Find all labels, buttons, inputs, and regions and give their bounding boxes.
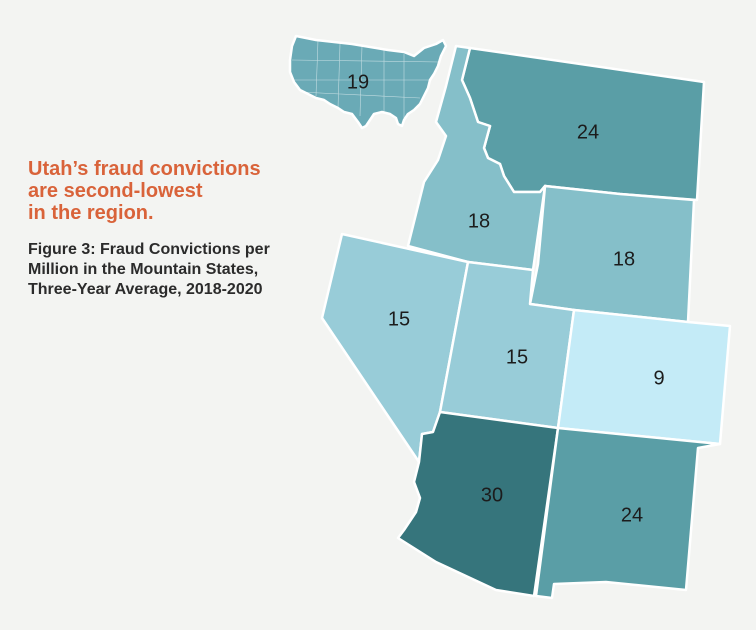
headline-line-1: Utah’s fraud convictions — [28, 158, 261, 180]
caption-line-3: Three-Year Average, 2018-2020 — [28, 281, 263, 298]
wyoming-value: 18 — [613, 248, 635, 270]
idaho-value: 18 — [468, 210, 490, 232]
idaho-shape — [406, 44, 547, 272]
headline-line-3: in the region. — [28, 202, 154, 224]
figure-caption: Figure 3: Fraud Convictions per Million … — [28, 240, 328, 300]
caption-line-1: Figure 3: Fraud Convictions per — [28, 241, 270, 258]
us-value: 19 — [347, 71, 369, 93]
us-inset: 19 — [288, 34, 448, 130]
utah-value: 15 — [506, 346, 528, 368]
montana-value: 24 — [577, 121, 599, 143]
headline-line-2: are second-lowest — [28, 180, 203, 202]
arizona-shape — [396, 410, 560, 598]
us-map-shape — [288, 34, 448, 130]
new-mexico-shape — [534, 426, 722, 600]
colorado-value: 9 — [653, 367, 664, 389]
nevada-value: 15 — [388, 308, 410, 330]
caption-line-2: Million in the Mountain States, — [28, 261, 259, 278]
colorado-shape — [556, 308, 732, 446]
arizona-value: 30 — [481, 484, 503, 506]
headline: Utah’s fraud convictions are second-lowe… — [28, 158, 328, 224]
new-mexico-value: 24 — [621, 504, 643, 526]
